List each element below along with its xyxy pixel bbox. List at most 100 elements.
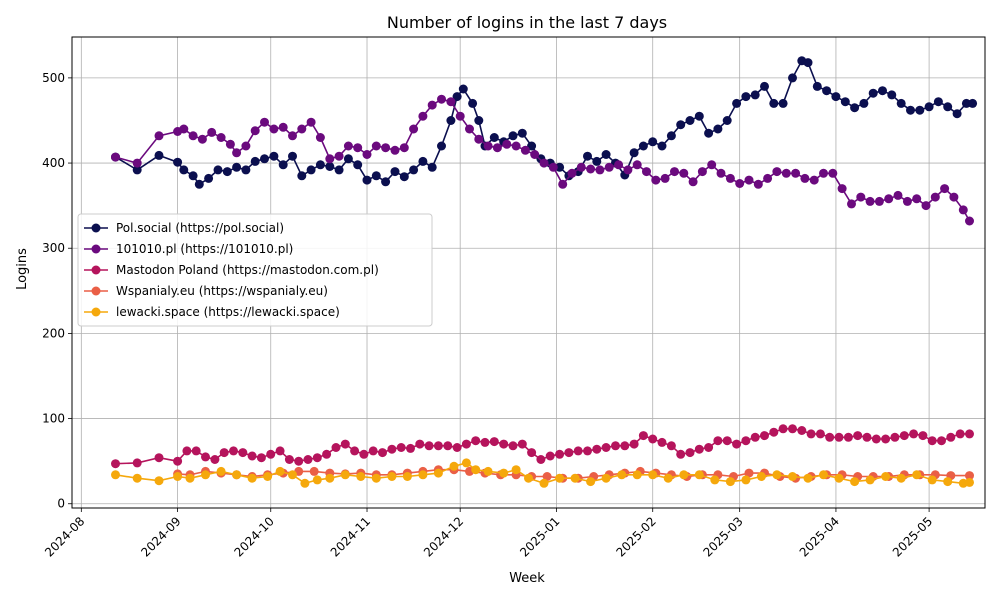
data-point [874,196,884,206]
data-point [902,196,912,206]
data-point [191,446,201,456]
data-point [465,124,474,134]
data-point [359,449,369,459]
data-point [859,98,869,108]
data-point [433,441,443,451]
data-point [340,439,350,449]
data-point [614,160,624,170]
data-point [564,448,574,458]
data-point [194,179,204,189]
y-axis-label: Logins [15,248,30,290]
data-point [933,97,943,107]
data-point [725,477,735,487]
legend-label: lewacki.space (https://lewacki.space) [116,305,340,319]
data-point [325,162,335,171]
legend-label: Pol.social (https://pol.social) [116,221,284,235]
data-point [132,458,142,468]
data-point [179,165,189,175]
data-point [856,192,866,202]
data-point [219,448,229,458]
data-point [210,455,220,464]
data-point [648,470,658,480]
data-point [638,431,648,441]
data-point [694,444,704,454]
data-point [132,473,142,483]
data-point [539,478,549,488]
data-point [508,131,518,141]
data-point [173,472,183,481]
data-point [188,131,198,141]
data-point [949,192,959,202]
data-point [471,436,481,446]
data-point [461,458,471,468]
data-point [511,465,521,475]
data-point [769,98,779,108]
data-point [390,167,400,177]
data-point [539,158,549,168]
data-point [390,145,400,155]
data-point [834,432,844,442]
data-point [250,156,260,166]
data-point [278,160,288,170]
data-point [418,470,428,480]
data-point [676,120,686,130]
data-point [409,165,419,175]
data-point [822,86,832,96]
data-point [362,150,372,159]
data-point [576,162,586,172]
y-tick-label: 500 [42,71,65,85]
data-point [288,470,297,480]
data-point [322,449,332,459]
data-point [707,160,717,170]
data-point [927,475,937,485]
data-point [812,81,822,91]
data-point [284,455,294,464]
data-point [343,154,353,164]
data-point [601,150,611,159]
data-point [887,90,897,100]
data-point [371,473,381,483]
data-point [256,453,266,463]
data-point [725,173,735,183]
data-point [629,148,639,158]
data-point [803,58,813,68]
data-point [489,133,499,142]
data-point [356,472,366,481]
data-point [865,475,875,485]
data-point [312,453,322,463]
data-point [788,424,797,434]
data-point [965,216,974,226]
data-point [586,164,596,174]
data-point [741,436,751,446]
data-point [899,431,909,441]
data-point [154,453,164,463]
data-point [229,446,238,456]
data-point [188,171,198,181]
data-point [965,471,974,481]
data-point [499,439,509,449]
data-point [480,437,490,447]
data-point [483,141,493,151]
data-point [387,472,397,481]
data-point [670,167,679,177]
data-point [881,434,891,444]
data-point [943,102,953,112]
data-point [732,98,742,108]
chart-title: Number of logins in the last 7 days [387,13,667,32]
data-point [402,472,412,481]
data-point [648,434,658,444]
data-point [744,175,754,185]
data-point [325,154,335,164]
data-point [722,116,732,125]
data-point [623,165,633,175]
legend: Pol.social (https://pol.social) 101010.pl… [77,213,433,327]
data-point [381,177,391,187]
data-point [906,105,915,115]
data-point [325,473,335,483]
data-point [511,141,521,151]
data-point [555,162,565,172]
data-point [651,175,661,185]
data-point [424,441,434,451]
data-point [831,92,841,102]
